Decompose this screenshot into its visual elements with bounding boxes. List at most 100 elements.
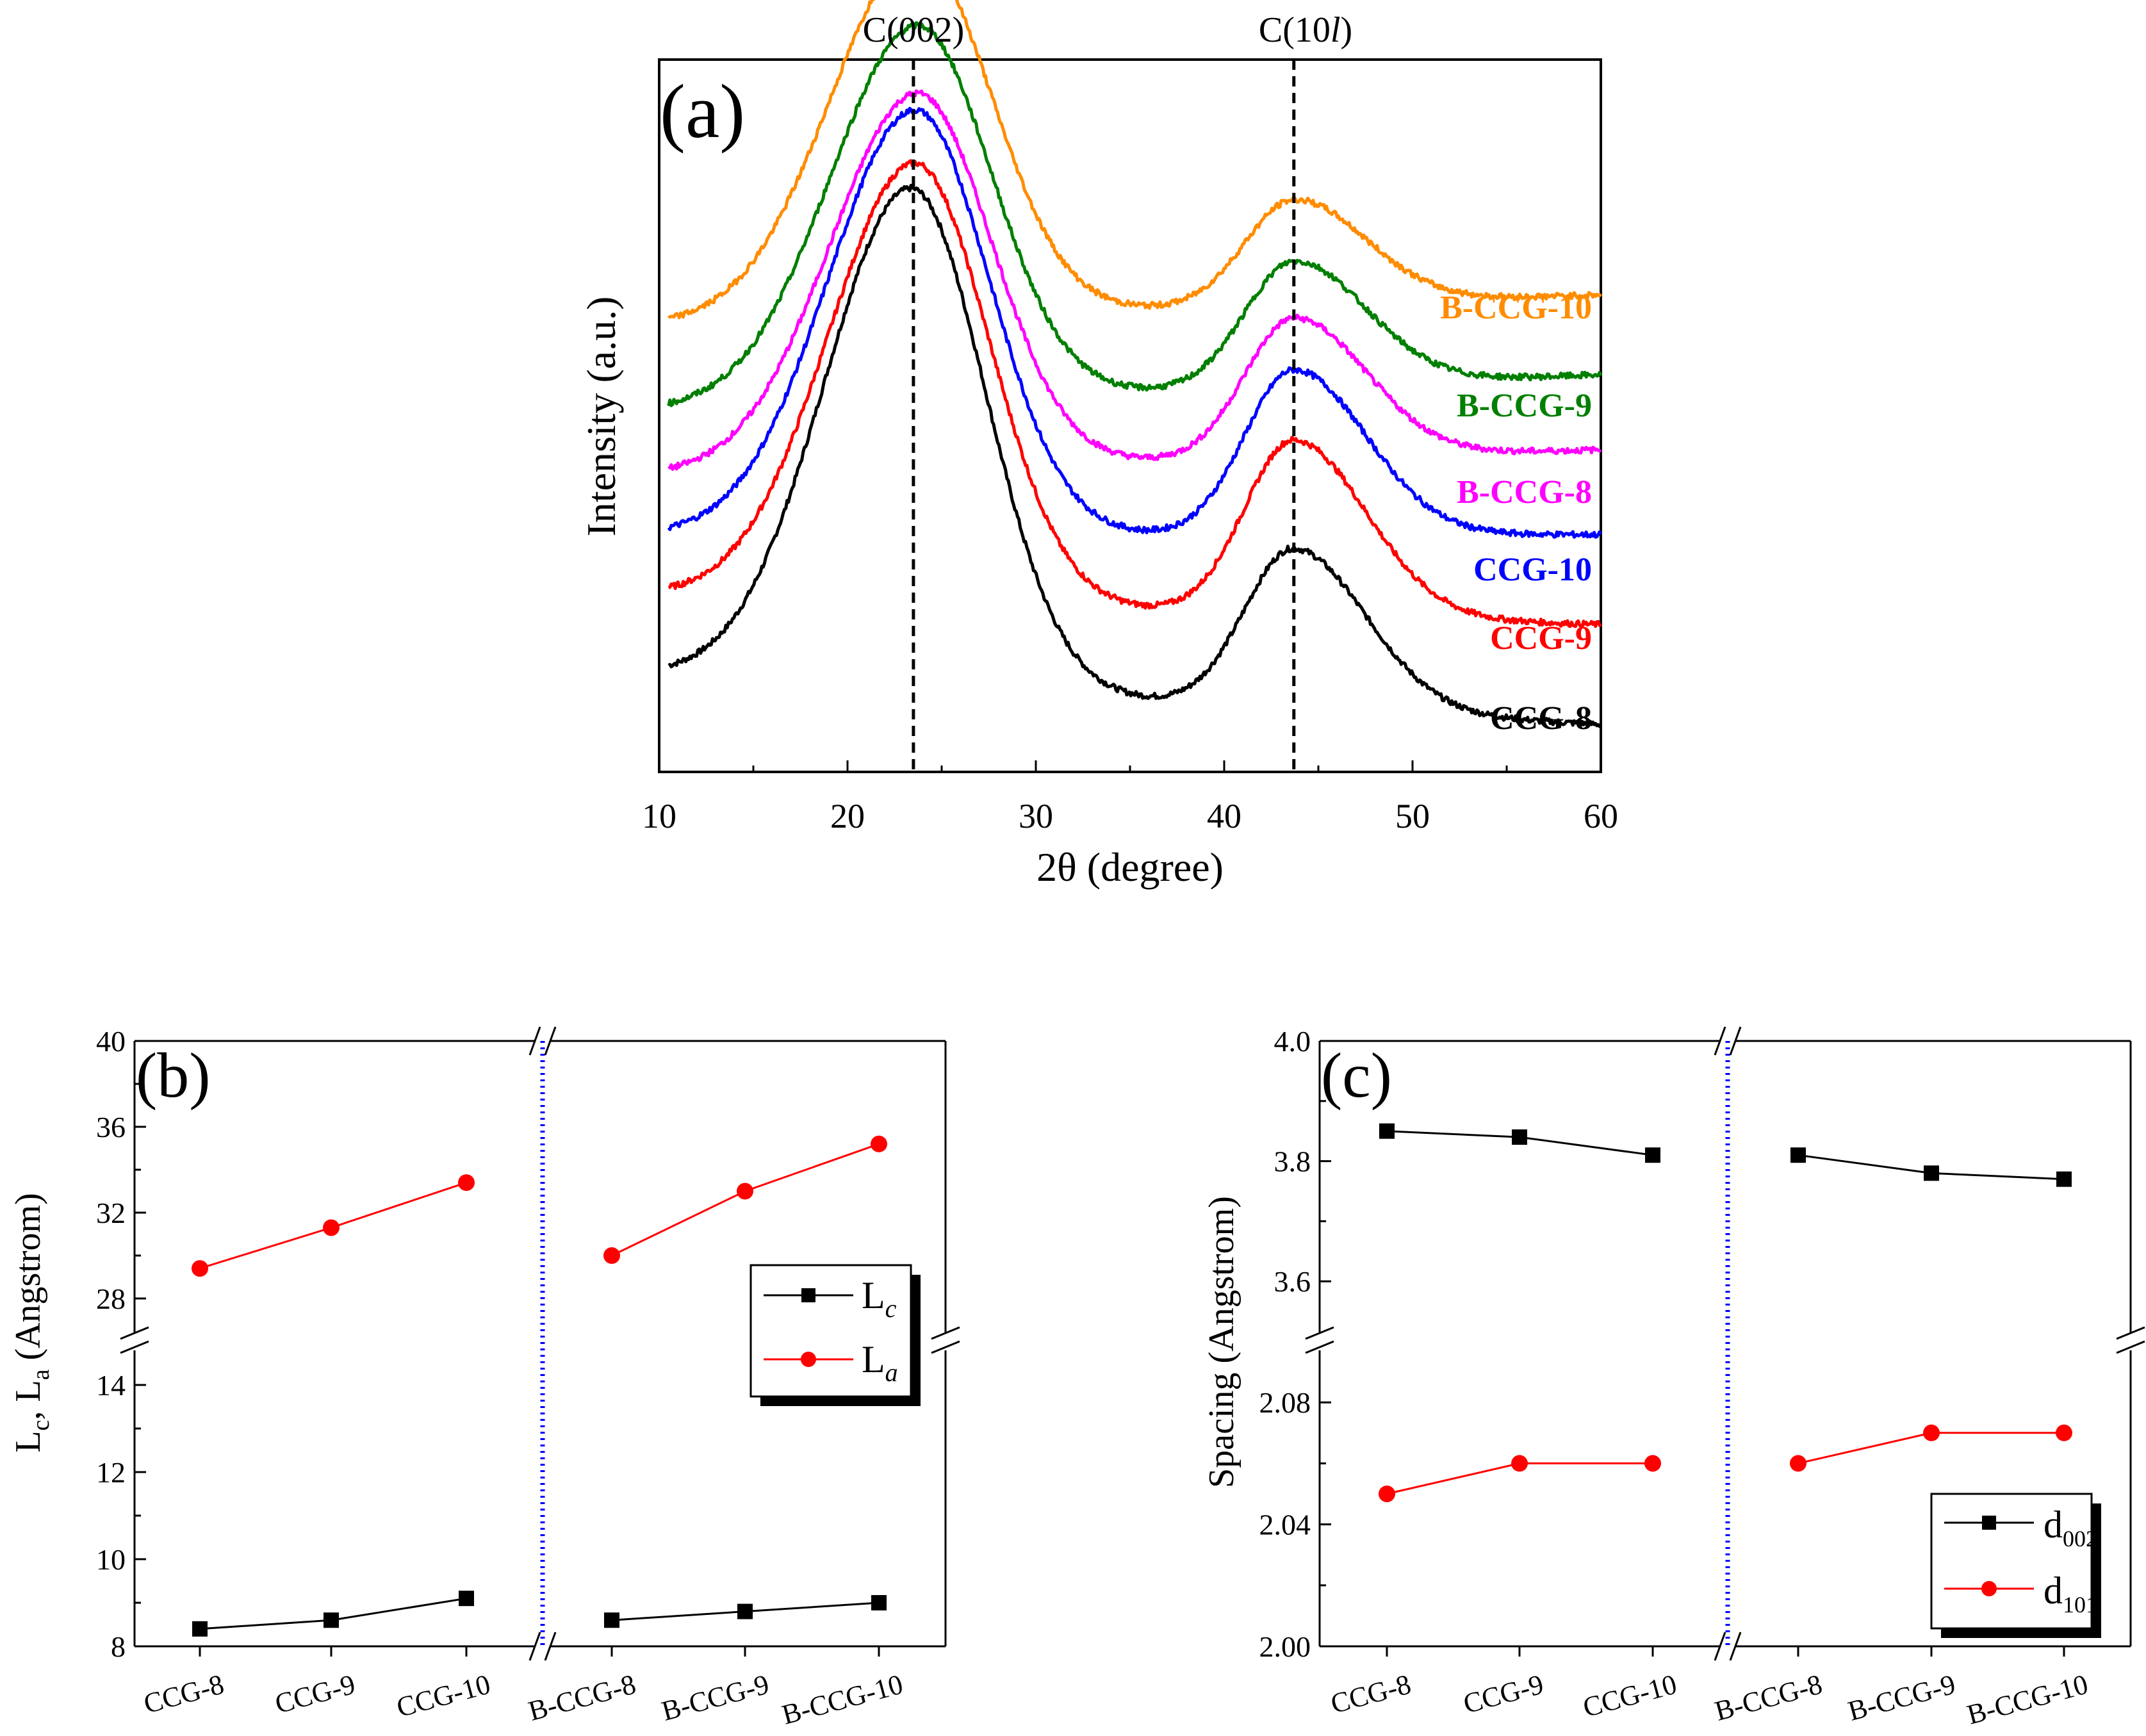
point-la-ccg-10 [458, 1174, 475, 1191]
a-xtick-label: 60 [1584, 797, 1618, 835]
x-tick-label: B-CCG-10 [1963, 1668, 2091, 1730]
point-d002-ccg-9 [1512, 1129, 1527, 1145]
a-series-label-b-ccg-8: B-CCG-8 [1457, 474, 1592, 511]
x-axis-break-mark [1714, 1026, 1726, 1056]
panel-b-x-ticks: CCG-8 CCG-9 CCG-10 B-CCG-8 B-CCG-9 B-CCG-10 [140, 1646, 906, 1731]
y-tick-label: 28 [96, 1282, 126, 1315]
a-xtick-label: 10 [642, 797, 676, 835]
panel-a-reference-lines [912, 60, 1296, 772]
x-tick-label: CCG-8 [140, 1668, 227, 1719]
a-curve-ccg-10 [667, 106, 1603, 539]
point-lc-ccg-9 [324, 1612, 339, 1628]
ref-label-c10l: C(10l) [1259, 10, 1352, 50]
point-lc-ccg-10 [459, 1591, 474, 1607]
legend-la-label: La [862, 1338, 898, 1387]
panel-a-x-axis-label: 2θ (degree) [1036, 844, 1224, 890]
point-la-b-ccg-8 [603, 1247, 620, 1264]
point-la-ccg-8 [192, 1260, 208, 1277]
x-tick-label: B-CCG-8 [1712, 1668, 1826, 1727]
y-axis-break-mark [1305, 1326, 1334, 1340]
a-xtick-label: 50 [1395, 797, 1430, 835]
a-curve-b-ccg-9 [667, 21, 1603, 407]
y-axis-break-mark [120, 1326, 149, 1340]
a-xtick-label: 40 [1207, 797, 1241, 835]
panel-b-legend-box [749, 1264, 912, 1398]
a-xtick-label: 30 [1019, 797, 1053, 835]
y-tick-label: 8 [111, 1630, 126, 1663]
a-series-label-ccg-8: CCG-8 [1490, 700, 1592, 737]
y-tick-label: 2.08 [1259, 1386, 1311, 1419]
x-tick-label: CCG-10 [1580, 1668, 1680, 1723]
panel-c-legend: d002 d101 [1930, 1493, 2101, 1638]
panel-b-label: (b) [136, 1040, 211, 1111]
panel-c-y-ticks: 2.00 2.04 2.08 3.6 3.8 4.0 [1259, 1025, 1331, 1663]
y-tick-label: 4.0 [1274, 1025, 1311, 1058]
panel-b-legend: Lc La [749, 1264, 921, 1406]
x-axis-break-mark [544, 1026, 557, 1056]
point-d002-b-ccg-9 [1924, 1165, 1939, 1181]
y-axis-break-mark [1305, 1340, 1334, 1354]
y-tick-label: 32 [96, 1197, 126, 1229]
a-curve-b-ccg-8 [668, 89, 1602, 471]
a-series-label-ccg-10: CCG-10 [1473, 552, 1592, 588]
x-tick-label: B-CCG-8 [525, 1668, 639, 1727]
panel-c-legend-box [1930, 1493, 2093, 1630]
point-la-ccg-9 [323, 1219, 340, 1236]
a-series-label-b-ccg-10: B-CCG-10 [1440, 290, 1592, 326]
legend-d101-label: d101 [2044, 1569, 2097, 1617]
panel-a-label: (a) [660, 69, 745, 154]
a-curve-ccg-8 [668, 183, 1602, 728]
x-axis-break-mark [544, 1632, 557, 1661]
x-tick-label: B-CCG-9 [659, 1668, 773, 1727]
point-lc-b-ccg-10 [871, 1595, 887, 1610]
y-axis-break-mark [120, 1340, 149, 1354]
y-axis-break-mark [931, 1340, 960, 1354]
legend-la-marker [801, 1352, 816, 1367]
point-d101-ccg-8 [1379, 1486, 1395, 1502]
panel-b-y-axis-label: Lc, La (Angstrom) [8, 1193, 54, 1452]
point-lc-ccg-8 [192, 1621, 208, 1637]
legend-d002-label: d002 [2044, 1503, 2097, 1552]
x-tick-label: CCG-9 [1460, 1668, 1546, 1719]
point-d101-b-ccg-9 [1923, 1424, 1940, 1441]
x-tick-label: B-CCG-9 [1845, 1668, 1959, 1727]
panel-b-crystallite-chart: 8 10 12 14 28 32 36 40 CCG-8 CCG-9 CCG-10 B-CCG-8 B… [8, 1025, 960, 1731]
point-la-b-ccg-10 [871, 1135, 887, 1152]
x-tick-label: CCG-8 [1327, 1668, 1414, 1719]
panel-c-label: (c) [1321, 1040, 1392, 1111]
y-tick-label: 2.04 [1259, 1509, 1311, 1541]
y-tick-label: 3.8 [1274, 1145, 1311, 1178]
y-tick-label: 10 [96, 1543, 126, 1576]
panel-b-y-ticks: 8 10 12 14 28 32 36 40 [96, 1025, 146, 1663]
panel-c-series [1379, 1123, 2072, 1502]
y-tick-label: 2.00 [1259, 1630, 1311, 1663]
point-d002-ccg-8 [1379, 1123, 1395, 1139]
panel-a-x-ticks: 10 20 30 40 50 60 [642, 760, 1618, 835]
legend-lc-marker [801, 1288, 815, 1302]
a-curve-ccg-9 [668, 159, 1602, 628]
point-d101-b-ccg-10 [2056, 1424, 2072, 1441]
y-tick-label: 12 [96, 1456, 126, 1489]
x-axis-break-mark [1729, 1632, 1742, 1661]
y-tick-label: 3.6 [1274, 1265, 1311, 1298]
point-d002-b-ccg-8 [1790, 1147, 1806, 1163]
x-axis-break-mark [1714, 1632, 1726, 1661]
panel-a-xrd-chart: 10 20 30 40 50 60 CCG-8 CCG-9 CCG-10 B-CCG-8 B-CC… [578, 0, 1618, 890]
ref-label-c002: C(002) [863, 10, 965, 50]
point-lc-b-ccg-8 [604, 1612, 619, 1628]
point-d002-ccg-10 [1645, 1147, 1660, 1163]
point-la-b-ccg-9 [737, 1183, 753, 1200]
panel-b-series [192, 1135, 887, 1637]
panel-a-y-axis-label: Intensity (a.u.) [578, 297, 624, 537]
x-tick-label: CCG-9 [272, 1668, 358, 1719]
point-lc-b-ccg-9 [737, 1603, 753, 1619]
a-series-label-b-ccg-9: B-CCG-9 [1457, 388, 1592, 424]
y-axis-break-mark [2116, 1340, 2145, 1354]
x-axis-break-mark [1729, 1026, 1742, 1056]
y-axis-break-mark [931, 1326, 960, 1340]
panel-c-spacing-chart: 2.00 2.04 2.08 3.6 3.8 4.0 CCG-8 CCG-9 CCG-10 B-… [1202, 1025, 2145, 1731]
point-d002-b-ccg-10 [2056, 1171, 2072, 1187]
panel-c-x-ticks: CCG-8 CCG-9 CCG-10 B-CCG-8 B-CCG-9 B-CCG-10 [1327, 1646, 2092, 1731]
a-xtick-label: 20 [830, 797, 865, 835]
